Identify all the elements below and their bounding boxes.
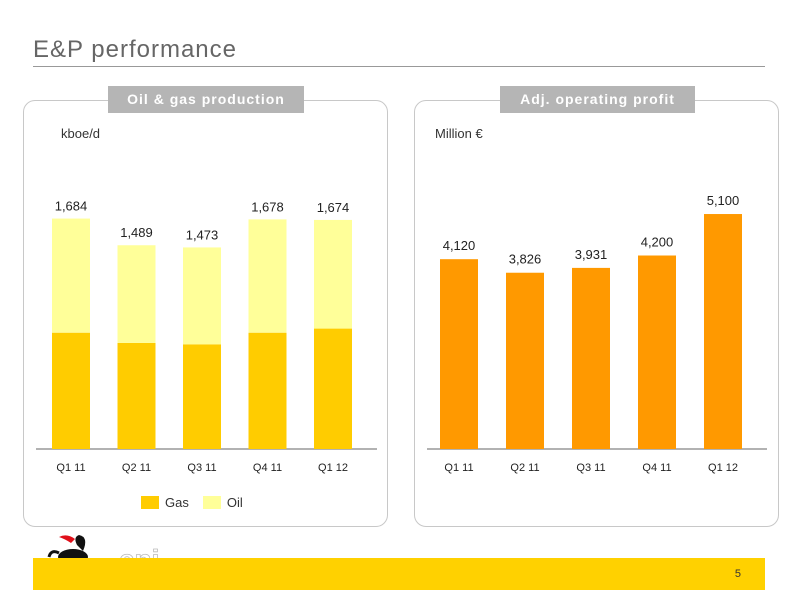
bar-profit-4	[704, 214, 742, 449]
legend-swatch-gas	[141, 496, 159, 509]
footer-band: 5	[33, 558, 765, 590]
value-label-2: 3,931	[575, 247, 608, 262]
category-label-1: Q2 11	[122, 462, 151, 474]
bar-oil-1	[117, 245, 156, 343]
value-label-4: 5,100	[707, 193, 740, 208]
profit-chart: 4,120 Q1 11 3,826 Q2 11 3,931 Q3 11 4,200 Q4 11…	[427, 193, 767, 474]
bar-oil-2	[183, 247, 221, 345]
total-label-1: 1,489	[120, 225, 153, 240]
total-label-0: 1,684	[55, 199, 88, 214]
bar-gas-1	[117, 342, 156, 449]
bar-oil-4	[314, 219, 352, 329]
production-legend: Gas Oil	[141, 495, 257, 510]
profit-panel-header: Adj. operating profit	[500, 86, 695, 113]
production-panel: Oil & gas production kboe/d 1,684 Q1 11 1,…	[23, 86, 388, 527]
profit-panel: Adj. operating profit Million € 4,120 Q1 …	[414, 86, 779, 527]
total-label-2: 1,473	[186, 227, 219, 242]
bar-oil-0	[52, 218, 90, 333]
legend-swatch-oil	[202, 496, 221, 509]
legend-label-gas: Gas	[165, 495, 189, 510]
legend-label-oil: Oil	[226, 495, 243, 510]
bar-profit-3	[638, 255, 676, 449]
value-label-3: 4,200	[641, 235, 674, 250]
bar-gas-4	[314, 328, 352, 449]
category-label-1: Q2 11	[510, 462, 539, 474]
production-chart: 1,684 Q1 11 1,489 Q2 11 1,473 Q3 11 1,678 Q4 11…	[36, 199, 377, 474]
category-label-3: Q4 11	[642, 462, 671, 474]
bar-profit-0	[440, 259, 478, 449]
category-label-3: Q4 11	[253, 462, 282, 474]
page-number: 5	[734, 568, 741, 580]
total-label-3: 1,678	[251, 199, 284, 214]
page-title: E&P performance	[33, 36, 237, 63]
bar-profit-1	[506, 272, 544, 449]
category-label-4: Q1 12	[318, 462, 348, 474]
category-label-4: Q1 12	[708, 462, 738, 474]
bar-oil-3	[248, 219, 287, 333]
production-panel-header: Oil & gas production	[108, 86, 304, 113]
category-label-2: Q3 11	[187, 462, 216, 474]
bar-gas-2	[183, 344, 221, 449]
value-label-0: 4,120	[443, 238, 476, 253]
value-label-1: 3,826	[509, 252, 542, 267]
total-label-4: 1,674	[317, 200, 350, 215]
legend-item-oil: Oil	[202, 495, 243, 510]
bar-profit-2	[572, 267, 610, 449]
profit-unit-label: Million €	[435, 126, 483, 141]
category-label-2: Q3 11	[576, 462, 605, 474]
category-label-0: Q1 11	[444, 462, 473, 474]
title-rule	[33, 66, 765, 67]
legend-item-gas: Gas	[141, 495, 189, 510]
category-label-0: Q1 11	[56, 462, 85, 474]
production-unit-label: kboe/d	[61, 126, 101, 141]
bar-gas-0	[52, 332, 90, 449]
bar-gas-3	[248, 332, 287, 449]
